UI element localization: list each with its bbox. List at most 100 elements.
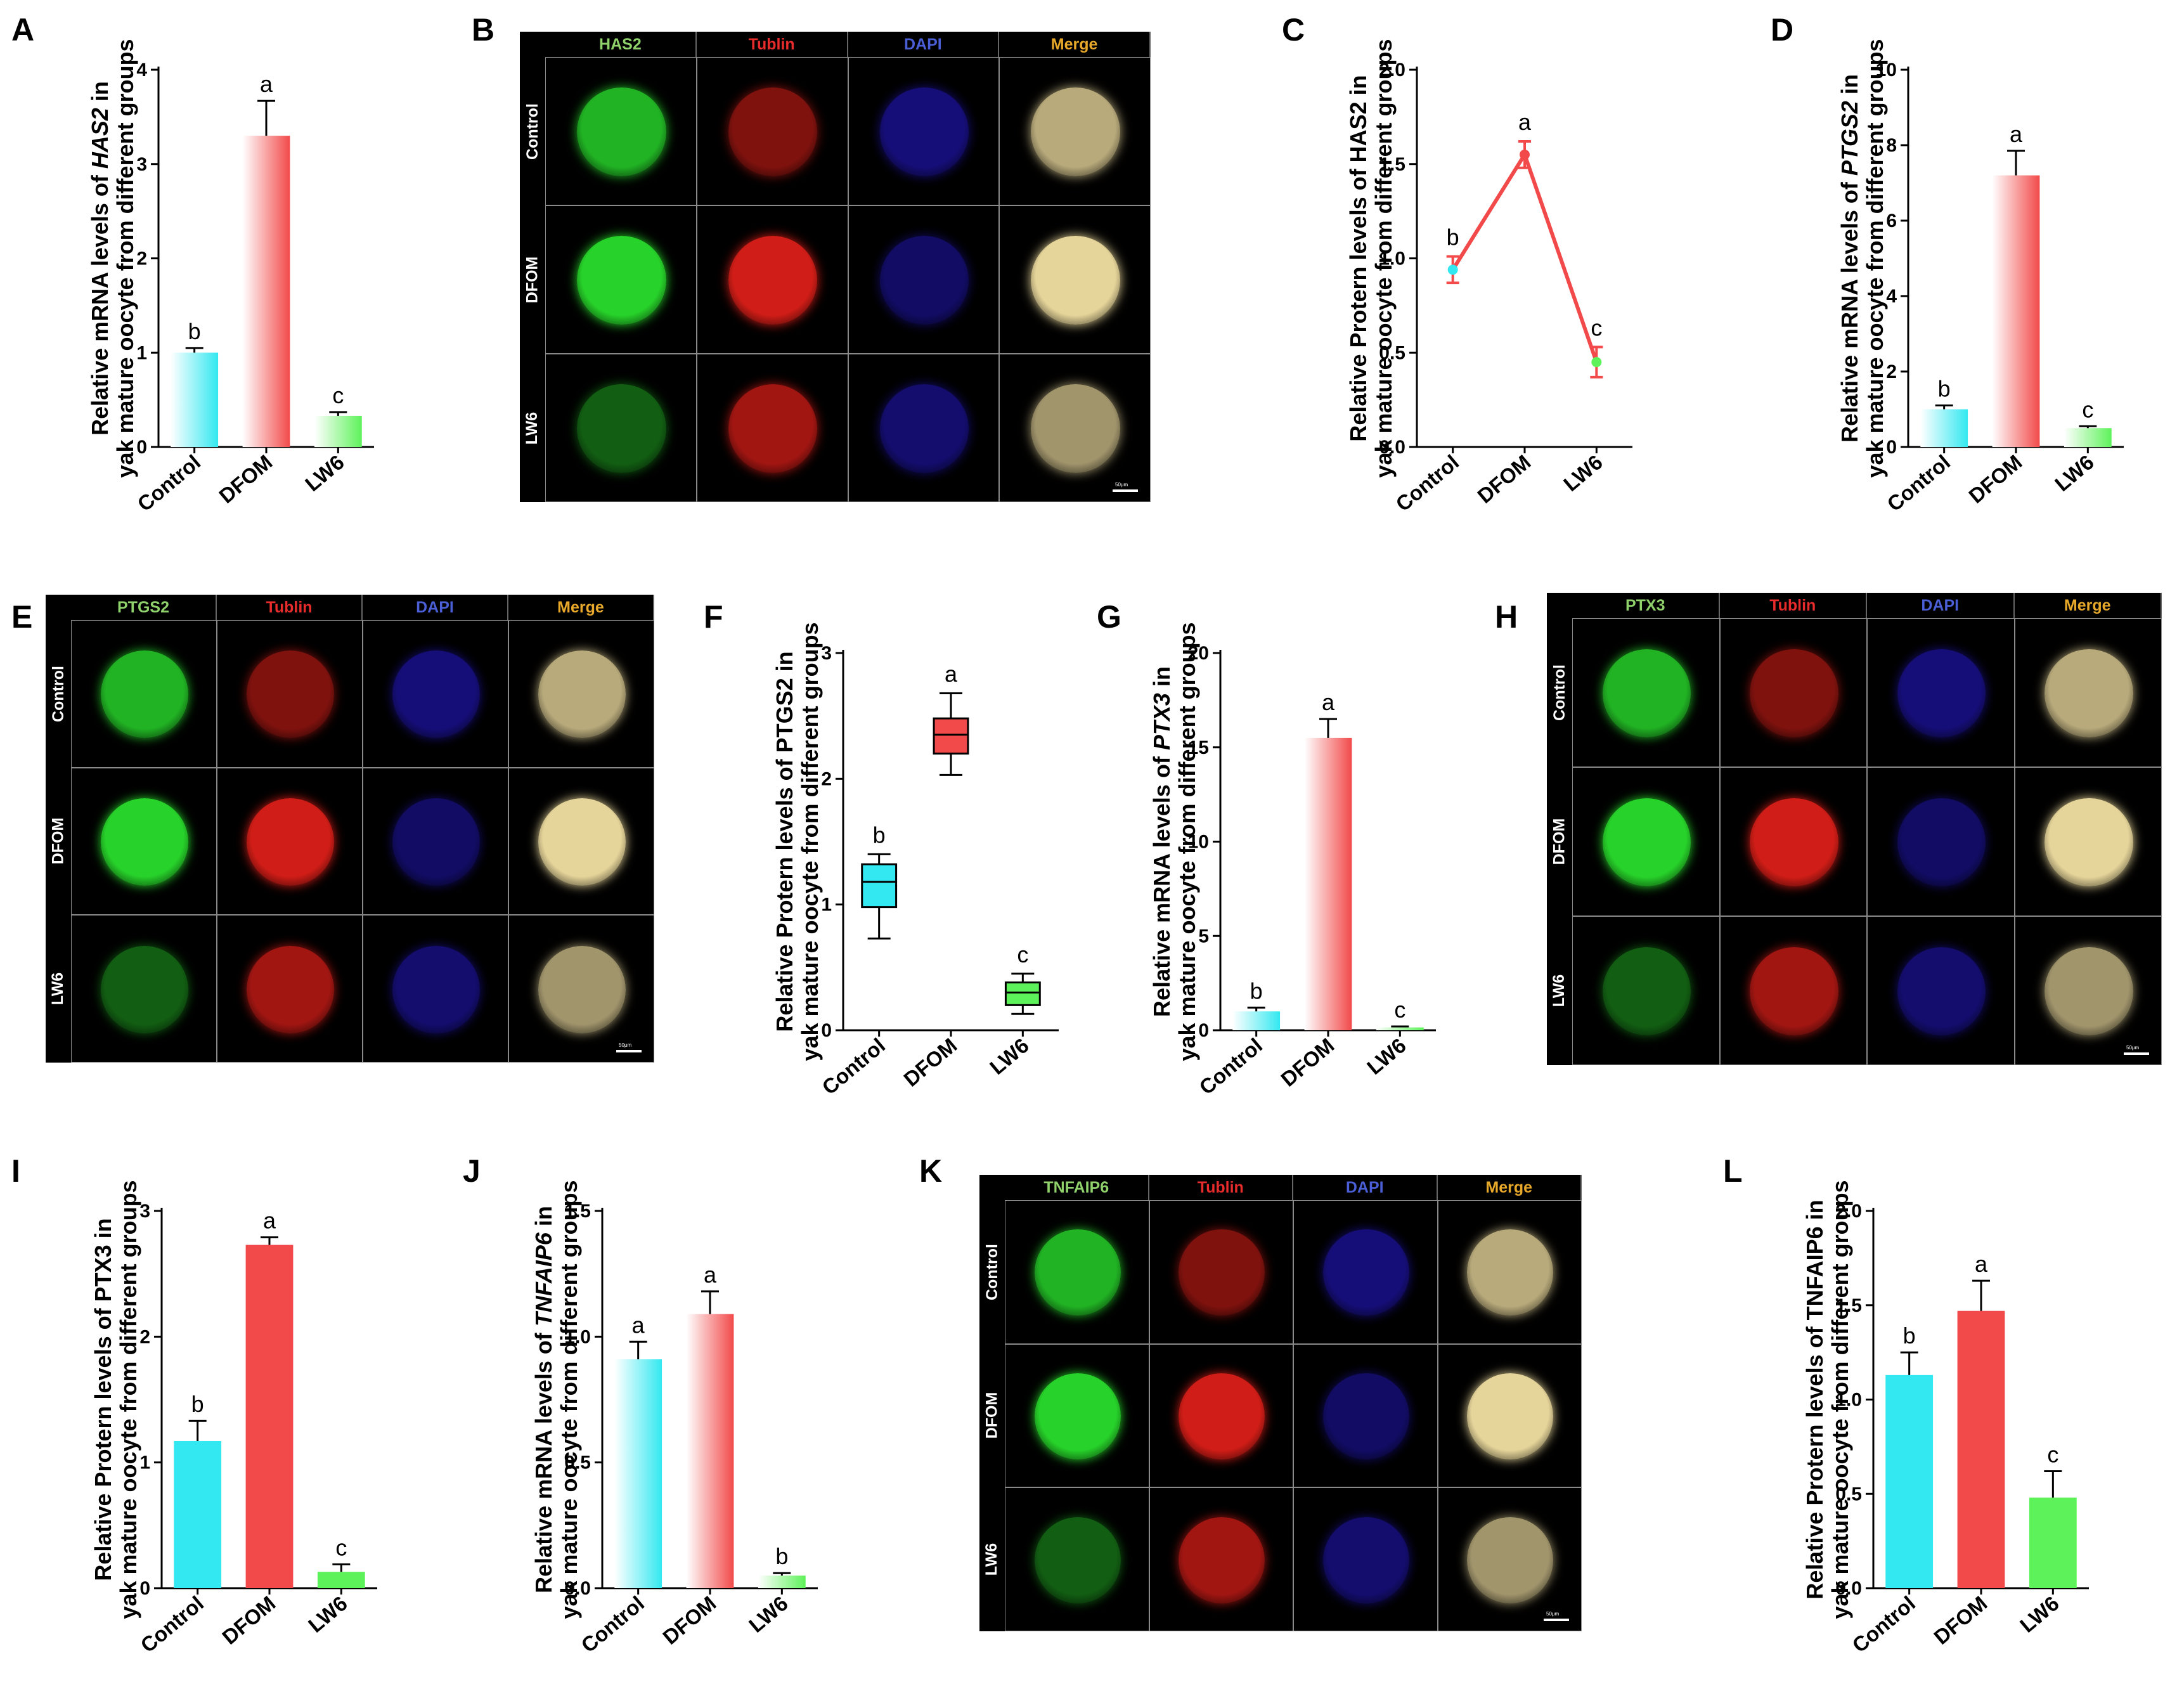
- chart-l: Relative Protern levels of TNFAIP6 in yak…: [1802, 1180, 2089, 1657]
- title-part: in: [531, 1206, 557, 1232]
- chart-a: Relative mRNA levels of HAS2 in yak matur…: [87, 39, 374, 516]
- significance-letter: b: [775, 1543, 788, 1569]
- y-tick-label: 3: [821, 643, 832, 664]
- oocyte-merge: [1031, 384, 1120, 474]
- bar-control: [171, 353, 219, 447]
- x-tick-label-lw6: LW6: [1559, 450, 1607, 496]
- chart-c: Relative Protern levels of HAS2 in yak ma…: [1345, 39, 1632, 516]
- x-tick-label-control: Control: [1392, 450, 1464, 516]
- image-cell: [1719, 618, 1867, 767]
- oocyte-green: [101, 945, 188, 1033]
- row-label-dfom: DFOM: [1550, 818, 1568, 865]
- image-cell: [2014, 916, 2162, 1065]
- row-label-lw6: LW6: [523, 411, 541, 444]
- y-tick-label: 0: [1198, 1020, 1209, 1041]
- row-label-control: Control: [983, 1243, 1001, 1300]
- bar-control: [614, 1359, 662, 1588]
- channel-header-tublin: Tublin: [217, 595, 363, 620]
- image-cell: [1572, 916, 1720, 1065]
- title-part: Relative Protern levels of PTX3 in: [90, 1218, 116, 1581]
- y-tick-label: 2: [139, 1326, 150, 1347]
- oocyte-red: [1179, 1517, 1265, 1603]
- oocyte-red: [728, 235, 818, 325]
- channel-header-dapi: DAPI: [363, 595, 508, 620]
- image-cell: [71, 620, 217, 768]
- significance-letter: a: [945, 661, 958, 687]
- y-tick-label: 0: [139, 1578, 150, 1599]
- significance-letter: a: [1975, 1251, 1988, 1277]
- significance-letter: a: [1518, 109, 1532, 135]
- image-cell: [848, 354, 1000, 502]
- x-tick-label-control: Control: [818, 1033, 890, 1099]
- y-axis-title-line1: Relative Protern levels of PTGS2 in: [772, 651, 798, 1032]
- scale-bar: [1544, 1619, 1569, 1621]
- image-cell: [217, 915, 363, 1063]
- channel-header-merge: Merge: [1437, 1175, 1582, 1200]
- bar-lw6: [758, 1575, 806, 1588]
- y-tick-label: 3: [136, 154, 147, 175]
- x-tick-label-lw6: LW6: [985, 1033, 1033, 1079]
- image-cell: [2014, 618, 2162, 767]
- significance-letter: c: [1591, 314, 1602, 340]
- oocyte-blue: [1322, 1517, 1409, 1603]
- image-panel-e: PTGS2 Tublin DAPI Merge Control DFOM LW6 50μm: [46, 595, 654, 1063]
- oocyte-red: [1750, 798, 1838, 887]
- image-cell: [1005, 1343, 1149, 1488]
- x-tick-label-dfom: DFOM: [1929, 1591, 1991, 1649]
- y-tick-label: 5: [1198, 926, 1209, 947]
- oocyte-green: [577, 235, 666, 325]
- image-cell: [508, 767, 654, 915]
- y-tick-label: 2: [821, 768, 832, 789]
- chart-g: Relative mRNA levels of PTX3 in yak matur…: [1149, 622, 1436, 1099]
- image-cell: [696, 354, 848, 502]
- image-cell: [848, 57, 1000, 205]
- box-dfom: [933, 717, 969, 755]
- bar-dfom: [1957, 1310, 2005, 1588]
- image-panel-b: HAS2 Tublin DAPI Merge Control DFOM LW6 50μm: [520, 32, 1151, 502]
- significance-letter: b: [1903, 1323, 1916, 1349]
- y-tick-label: 2: [1886, 361, 1897, 382]
- significance-letter: b: [1250, 978, 1263, 1004]
- oocyte-merge: [1467, 1229, 1554, 1316]
- point-dfom: [1520, 149, 1530, 160]
- panel-letter-k: K: [919, 1153, 943, 1189]
- y-tick-label: 8: [1886, 135, 1897, 156]
- panel-letter-e: E: [11, 599, 33, 635]
- oocyte-red: [1179, 1373, 1265, 1459]
- significance-letter: a: [263, 1208, 276, 1234]
- significance-letter: c: [2047, 1442, 2058, 1468]
- oocyte-green: [577, 384, 666, 474]
- y-tick-label: 1.0: [1835, 1390, 1862, 1411]
- significance-letter: b: [191, 1391, 204, 1417]
- title-part: Relative mRNA levels of: [87, 169, 113, 436]
- oocyte-green: [1034, 1517, 1121, 1603]
- y-tick-label: 1.5: [564, 1201, 591, 1222]
- bar-lw6: [314, 415, 362, 447]
- image-cell: [363, 767, 508, 915]
- oocyte-blue: [392, 798, 480, 886]
- image-cell: [2014, 767, 2162, 916]
- oocyte-merge: [1467, 1373, 1554, 1459]
- bar-dfom: [245, 1245, 294, 1588]
- scale-bar-label: 50μm: [2126, 1045, 2140, 1051]
- gene-name: HAS2: [87, 108, 113, 169]
- oocyte-blue: [392, 945, 480, 1033]
- y-tick-label: 15: [1188, 737, 1209, 758]
- oocyte-blue: [879, 384, 969, 474]
- scale-bar-label: 50μm: [1115, 482, 1128, 488]
- significance-letter: b: [873, 822, 886, 848]
- image-cell: [848, 205, 1000, 354]
- bar-lw6: [317, 1572, 365, 1588]
- bar-dfom: [686, 1314, 734, 1588]
- oocyte-green: [577, 87, 666, 177]
- x-tick-label-control: Control: [133, 450, 205, 516]
- title-part: in: [1149, 666, 1175, 693]
- title-part: Relative mRNA levels of: [1149, 750, 1175, 1017]
- oocyte-merge: [2045, 649, 2133, 738]
- image-cell: [1005, 1487, 1149, 1631]
- channel-header-tublin: Tublin: [1719, 593, 1867, 618]
- image-cell: [999, 57, 1151, 205]
- row-label-control: Control: [49, 665, 67, 722]
- y-tick-label: 1: [139, 1452, 150, 1473]
- channel-header-has2: HAS2: [545, 32, 697, 57]
